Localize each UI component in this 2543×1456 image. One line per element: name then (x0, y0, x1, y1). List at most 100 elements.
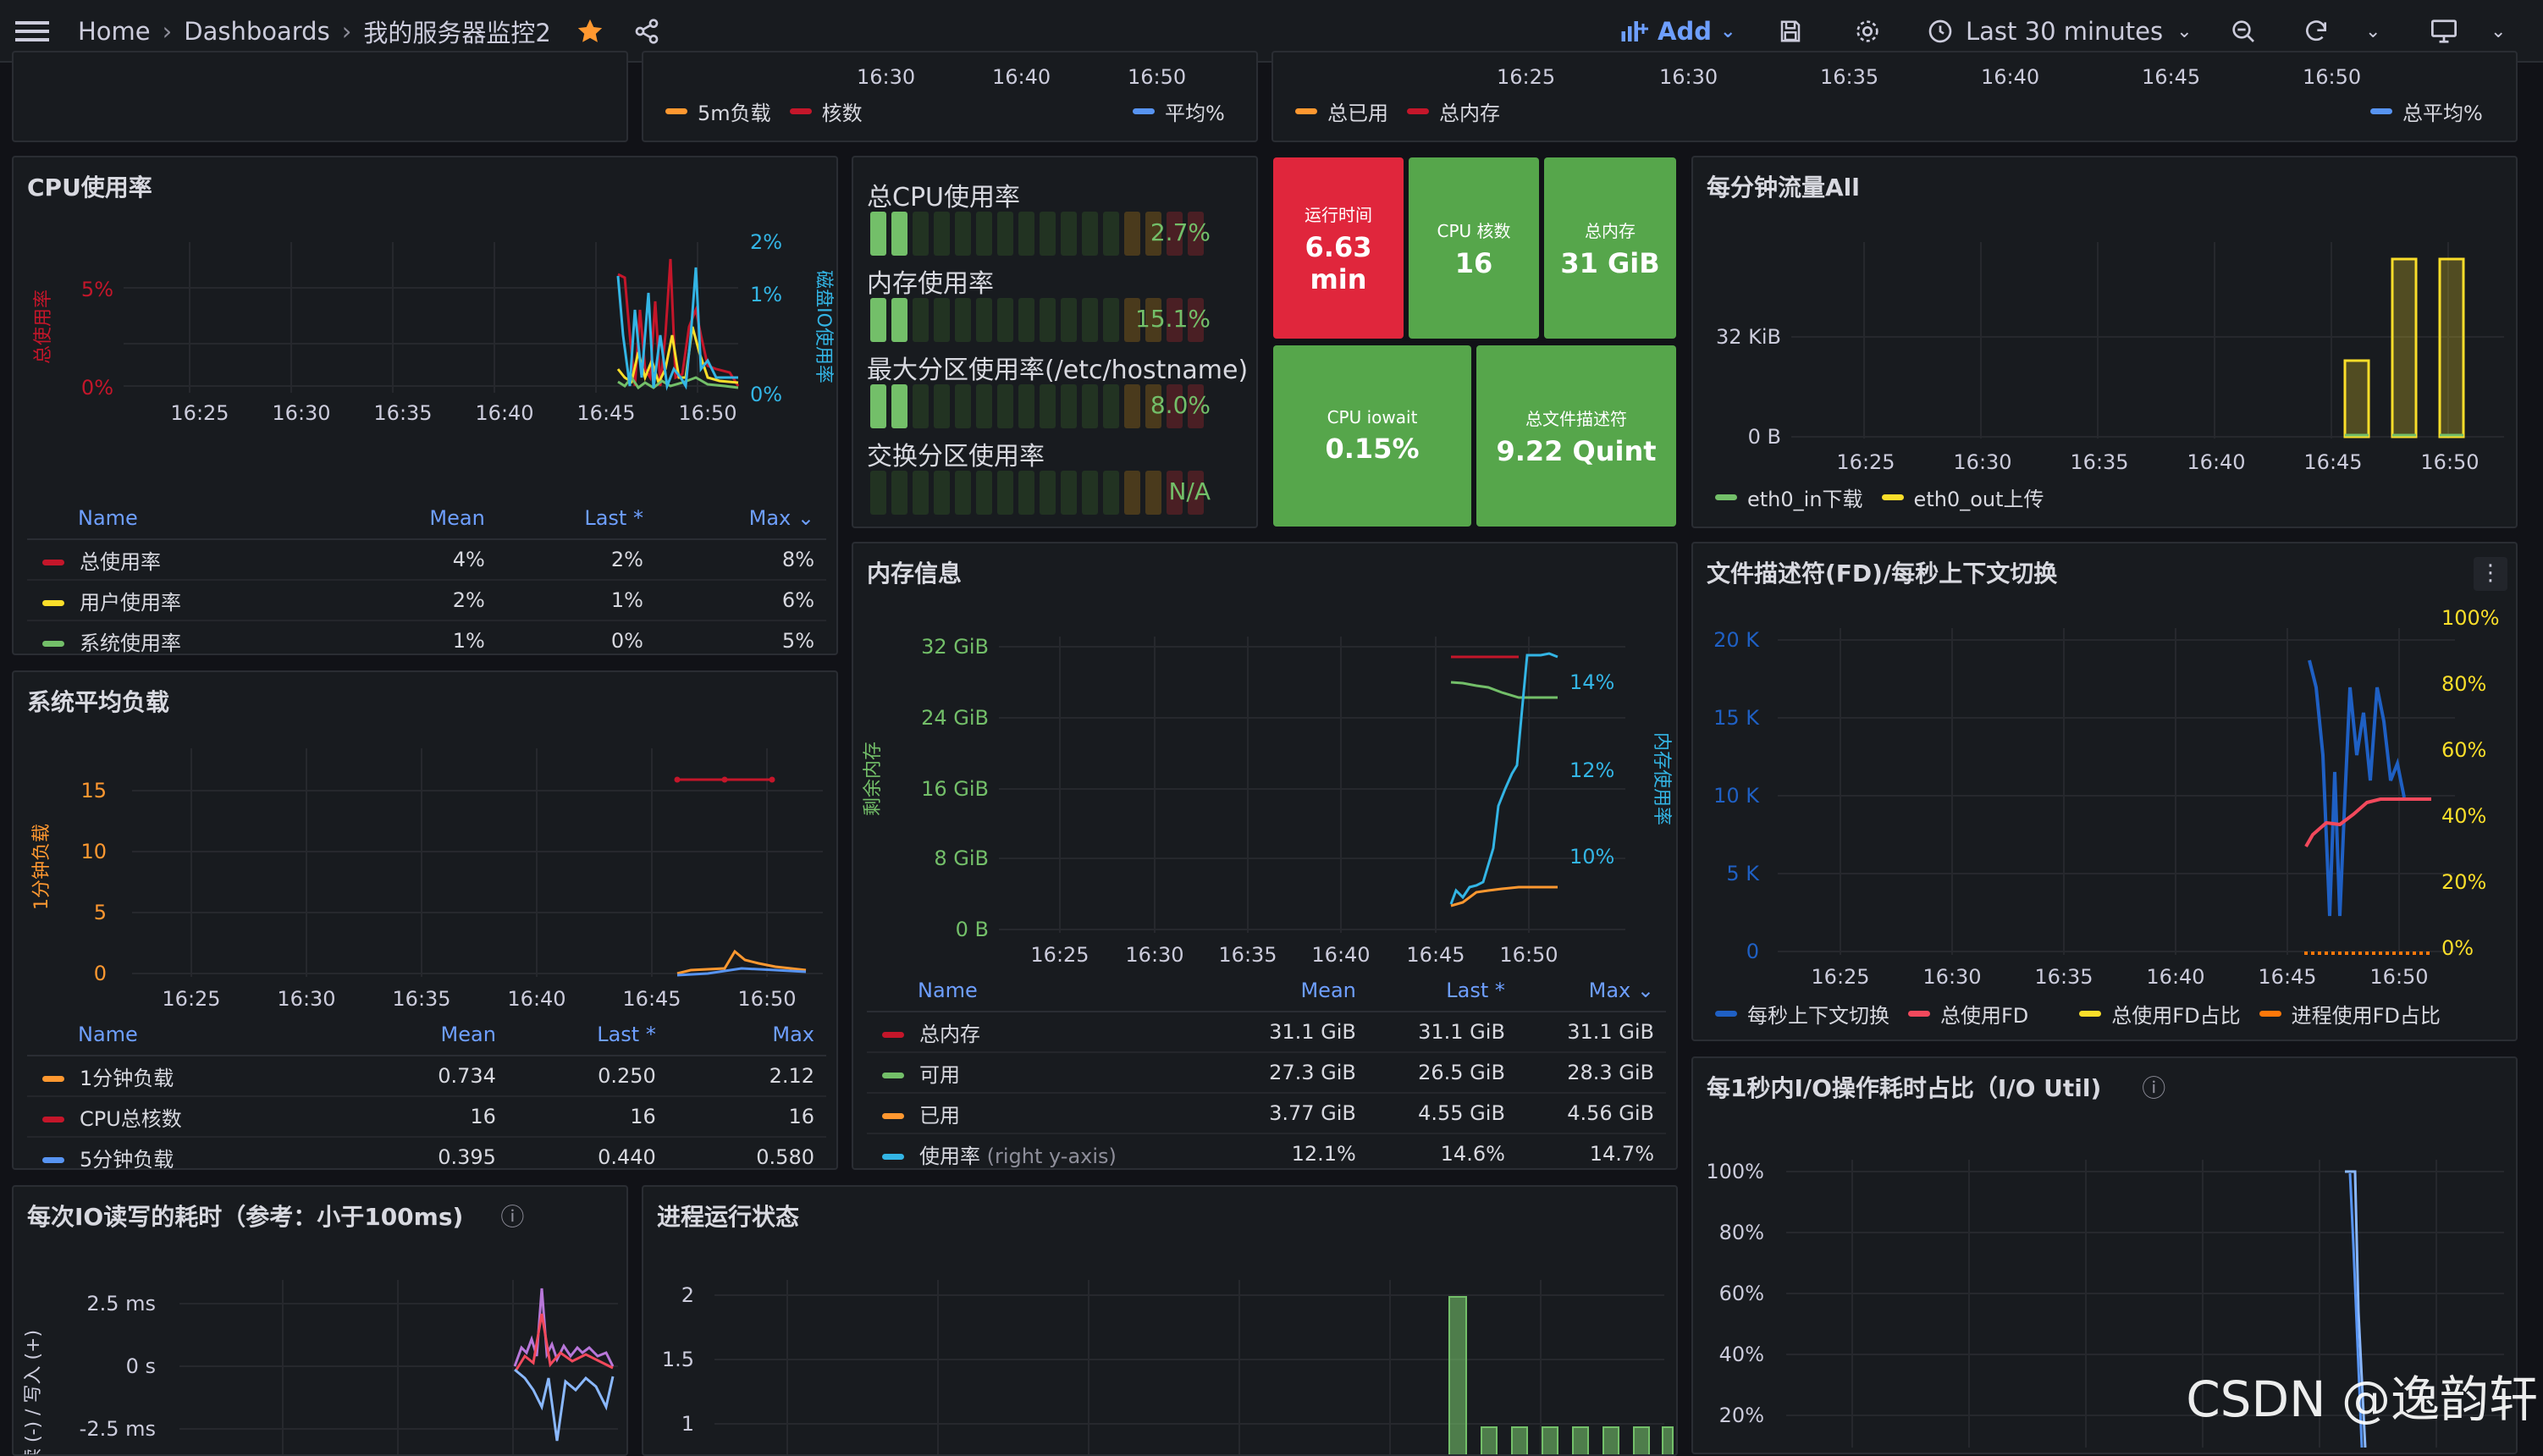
column-header-mean[interactable]: Mean (345, 498, 497, 540)
system-load-chart: 1分钟负载 15 10 5 0 16:25 16:30 16:35 16:40 … (31, 748, 823, 1011)
legend-item[interactable]: eth0_out上传 (1881, 483, 2044, 512)
table-row[interactable]: 1分钟负载 0.734 0.250 2.12 (27, 1056, 826, 1097)
table-row[interactable]: 5分钟负载 0.395 0.440 0.580 (27, 1137, 826, 1168)
stat-cpu-iowait[interactable]: CPU iowait 0.15% (1273, 345, 1471, 527)
right-axis-label: 内存使用率 (1651, 732, 1672, 825)
system-load-panel[interactable]: 系统平均负载 1分钟负载 15 10 5 0 16:25 16:30 16:35… (12, 670, 838, 1170)
column-header-last[interactable]: Last * (507, 1014, 668, 1056)
gauge-segment (1145, 212, 1161, 256)
panel-title: 进程运行状态 (657, 1203, 800, 1231)
tv-mode-icon[interactable] (2430, 0, 2458, 63)
column-header-max[interactable]: Max ⌄ (1516, 970, 1666, 1012)
gauge-segment (870, 471, 886, 515)
legend-item[interactable]: eth0_in下载 (1715, 483, 1863, 512)
legend-item[interactable]: 总使用FD (1908, 999, 2028, 1029)
gauge-segment (1040, 471, 1056, 515)
save-icon[interactable] (1778, 0, 1803, 63)
refresh-icon[interactable] (2303, 0, 2330, 63)
table-row[interactable]: 可用 27.3 GiB 26.5 GiB 28.3 GiB (867, 1052, 1666, 1094)
traffic-panel[interactable]: 每分钟流量All 32 KiB 0 B 16:25 16:30 16:35 16… (1691, 156, 2518, 528)
table-row[interactable]: CPU总核数 16 16 16 (27, 1096, 826, 1138)
add-button[interactable]: Add ⌄ (1620, 0, 1735, 63)
svg-text:16:45: 16:45 (1406, 943, 1465, 967)
series-line-5min-load (676, 967, 807, 977)
gauge-segment (1103, 212, 1119, 256)
stat-total-fd[interactable]: 总文件描述符 9.22 Quint (1476, 345, 1676, 527)
info-icon[interactable]: ⓘ (500, 1203, 525, 1231)
fd-context-switch-panel[interactable]: 文件描述符(FD)/每秒上下文切换 ⋮ 20 K 15 K 10 K 5 K 0… (1691, 542, 2518, 1041)
column-header-name[interactable]: Name (867, 970, 1219, 1012)
chart-grid (1778, 628, 2455, 955)
table-row[interactable]: 系统使用率 1% 0% 5% (27, 620, 826, 654)
svg-text:16 GiB: 16 GiB (921, 777, 989, 801)
stat-uptime[interactable]: 运行时间 6.63 min (1273, 157, 1404, 339)
refresh-interval-chevron-icon[interactable]: ⌄ (2365, 20, 2381, 42)
scrolled-load-legend-right: 平均% (1133, 97, 1244, 126)
panel-menu-icon[interactable]: ⋮ (2474, 557, 2507, 591)
memory-legend-table: Name Mean Last * Max ⌄ 总内存 31.1 GiB 31.1 G… (867, 970, 1666, 1168)
menu-icon[interactable] (15, 0, 49, 63)
settings-gear-icon[interactable] (1854, 0, 1881, 63)
legend-item[interactable]: 每秒上下文切换 (1715, 999, 1889, 1029)
cpu-usage-panel[interactable]: CPU使用率 总使用率 磁盘IO使用率 5% 0% 0% 1% 2% 16:25… (12, 156, 838, 655)
gauge-segment (870, 384, 886, 428)
panel-title: 每分钟流量All (1707, 174, 1860, 201)
column-header-max[interactable]: Max (667, 1014, 826, 1056)
share-icon[interactable] (633, 0, 660, 63)
usage-gauges-panel[interactable]: 总CPU使用率 2.7% 内存使用率 15.1% 最大分区使用率(/etc/ho… (852, 156, 1258, 528)
table-row[interactable]: 总使用率 4% 2% 8% (27, 539, 826, 581)
table-row[interactable]: 已用 3.77 GiB 4.55 GiB 4.56 GiB (867, 1093, 1666, 1134)
gauge-segment (913, 384, 929, 428)
gauge-segment (1061, 212, 1077, 256)
svg-text:40%: 40% (2441, 804, 2486, 828)
legend-item[interactable]: 平均% (1133, 97, 1225, 126)
io-latency-panel[interactable]: 每次IO读写的耗时（参考：小于100ms) ⓘ 读 (-) / 写入 (+) 2.… (12, 1185, 628, 1456)
gauge-segment (1145, 471, 1161, 515)
legend-item[interactable]: 总内存 (1407, 97, 1500, 126)
table-row[interactable]: 总内存 31.1 GiB 31.1 GiB 31.1 GiB (867, 1012, 1666, 1053)
gauge-segment (976, 471, 992, 515)
stat-total-memory[interactable]: 总内存 31 GiB (1544, 157, 1676, 339)
view-mode-chevron-icon[interactable]: ⌄ (2491, 20, 2507, 42)
legend-item[interactable]: 总平均% (2370, 97, 2483, 126)
memory-info-panel[interactable]: 内存信息 剩余内存 内存使用率 32 GiB 24 GiB 16 GiB 8 G… (852, 542, 1678, 1170)
gauge-value: 8.0% (1150, 391, 1211, 419)
gauge-segment (955, 471, 971, 515)
stat-cpu-cores[interactable]: CPU 核数 16 (1409, 157, 1539, 339)
stat-value: 9.22 Quint (1496, 434, 1657, 467)
column-header-max[interactable]: Max ⌄ (654, 498, 826, 540)
time-range-picker[interactable]: Last 30 minutes ⌄ (1927, 0, 2193, 63)
process-status-panel[interactable]: 进程运行状态 2 1.5 1 (642, 1185, 1678, 1456)
bar-gauge-partition (870, 384, 1204, 428)
gauge-segment (870, 298, 886, 342)
table-row[interactable]: 用户使用率 2% 1% 6% (27, 580, 826, 621)
panel-title: 每次IO读写的耗时（参考：小于100ms) (27, 1203, 464, 1231)
column-header-mean[interactable]: Mean (1218, 970, 1368, 1012)
bar-gauge-memory (870, 298, 1204, 342)
legend-item[interactable]: 进程使用FD占比 (2259, 999, 2441, 1029)
column-header-name[interactable]: Name (27, 1014, 350, 1056)
breadcrumb-dashboards[interactable]: Dashboards (184, 17, 330, 46)
svg-text:0 B: 0 B (1748, 425, 1781, 449)
gauge-segment (891, 298, 907, 342)
legend-item[interactable]: 总已用 (1295, 97, 1388, 126)
star-icon[interactable] (576, 0, 604, 63)
svg-text:16:25: 16:25 (1030, 943, 1089, 967)
info-icon[interactable]: ⓘ (2142, 1074, 2166, 1102)
zoom-out-icon[interactable] (2230, 0, 2257, 63)
series-line-io-util (2348, 1172, 2364, 1448)
breadcrumb-home[interactable]: Home (78, 17, 151, 46)
stat-value: 0.15% (1325, 433, 1420, 465)
table-row[interactable]: 使用率 (right y-axis) 12.1% 14.6% 14.7% (867, 1133, 1666, 1168)
column-header-name[interactable]: Name (27, 498, 345, 540)
column-header-last[interactable]: Last * (496, 498, 655, 540)
column-header-mean[interactable]: Mean (349, 1014, 508, 1056)
svg-text:5%: 5% (81, 278, 113, 301)
series-point (721, 776, 728, 783)
column-header-last[interactable]: Last * (1367, 970, 1517, 1012)
panel-title: 每1秒内I/O操作耗时占比（I/O Util) (1707, 1074, 2102, 1102)
legend-item[interactable]: 5m负载 (665, 97, 771, 126)
legend-item[interactable]: 总使用FD占比 (2079, 999, 2241, 1029)
legend-item[interactable]: 核数 (789, 97, 863, 126)
gauge-segment (891, 471, 907, 515)
